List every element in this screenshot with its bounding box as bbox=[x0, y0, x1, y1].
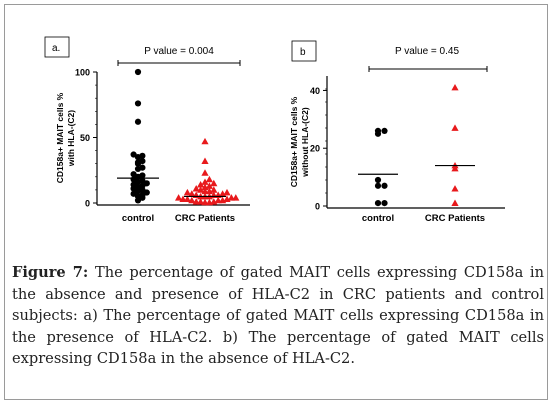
panel-b-label-box bbox=[291, 40, 317, 62]
panel-b-point-control bbox=[381, 200, 388, 207]
panel-b-point-crc bbox=[451, 83, 459, 91]
panel-b-ylabel-line2: without HLA-(C2) bbox=[300, 107, 310, 178]
panel-a-point-control bbox=[134, 68, 142, 76]
panel-a-ytick-label: 0 bbox=[85, 199, 90, 209]
panel-a-point-control bbox=[134, 100, 142, 107]
panel-b-point-crc bbox=[451, 124, 459, 131]
panel-a-point-crc bbox=[201, 178, 209, 185]
panel-a-point-crc bbox=[183, 188, 191, 196]
panel-a-label: a. bbox=[52, 43, 60, 54]
panel-a-point-control bbox=[139, 157, 146, 165]
panel-b-point-control bbox=[374, 127, 382, 134]
panel-b-ytick-label: 40 bbox=[310, 86, 320, 96]
panel-a-point-crc bbox=[197, 181, 205, 188]
panel-a-ylabel-line2: with HLA-(C2) bbox=[66, 110, 76, 167]
panel-b-point-control bbox=[374, 200, 382, 207]
panel-a-point-control bbox=[139, 152, 146, 159]
panel-b-ytick-label: 20 bbox=[310, 144, 320, 154]
panel-b-point-control bbox=[374, 182, 382, 189]
panel-a-point-control bbox=[139, 177, 146, 184]
panel-a-point-crc bbox=[205, 182, 213, 189]
panel-a-point-crc bbox=[232, 194, 240, 201]
panel-a-point-crc bbox=[205, 175, 213, 183]
panel-a-point-control bbox=[139, 164, 146, 171]
panel-b-point-crc bbox=[451, 185, 459, 192]
panel-a-point-crc bbox=[192, 184, 200, 192]
panel-a-point-crc bbox=[201, 169, 209, 176]
figure-caption-text: The percentage of gated MAIT cells expre… bbox=[12, 264, 544, 367]
panel-b-pvalue: P value = 0.45 bbox=[395, 46, 459, 57]
panel-b-ylabel-line1: CD158a+ MAIT cells % bbox=[289, 96, 299, 187]
panel-b: b CD158a+ MAIT cells % without HLA-(C2) … bbox=[289, 40, 505, 224]
panel-a-category-label: control bbox=[122, 213, 154, 224]
panel-a-point-crc bbox=[201, 157, 209, 164]
panel-a-point-crc bbox=[210, 179, 218, 187]
panel-b-label: b bbox=[300, 47, 306, 58]
panel-a-point-crc bbox=[223, 188, 231, 196]
panel-b-point-control bbox=[374, 176, 382, 184]
panel-a-points bbox=[117, 68, 240, 206]
figure-frame bbox=[4, 4, 548, 400]
panel-a-point-control bbox=[130, 171, 137, 178]
panel-b-point-crc bbox=[451, 199, 459, 206]
panel-a-point-crc bbox=[175, 194, 183, 201]
panel-b-category-label: CRC Patients bbox=[425, 213, 485, 224]
panel-a-point-crc bbox=[210, 186, 218, 193]
panel-a-label-box bbox=[44, 36, 70, 58]
panel-b-category-label: control bbox=[362, 213, 394, 224]
figure-label: Figure 7: bbox=[12, 264, 89, 281]
panel-b-point-control bbox=[381, 127, 388, 134]
panel-b-ytick-label: 0 bbox=[315, 202, 320, 212]
panel-a-point-control bbox=[130, 151, 137, 158]
figure-caption: Figure 7: The percentage of gated MAIT c… bbox=[12, 262, 544, 370]
panel-a-pvalue: P value = 0.004 bbox=[144, 46, 214, 57]
panel-a-point-crc bbox=[201, 137, 209, 145]
panel-a: a. CD158a+ MAIT cells % with HLA-(C2) 0 5… bbox=[44, 36, 250, 224]
figure-charts: a. CD158a+ MAIT cells % with HLA-(C2) 0 5… bbox=[44, 36, 505, 224]
panel-a-ytick-label: 50 bbox=[80, 133, 90, 143]
panel-b-points bbox=[358, 83, 475, 207]
panel-a-point-control bbox=[139, 172, 146, 179]
panel-a-axes: 0 50 100 control CRC Patients bbox=[75, 68, 250, 224]
panel-b-point-control bbox=[381, 182, 388, 189]
panel-b-axes: 0 20 40 control CRC Patients bbox=[310, 76, 505, 224]
panel-a-ytick-label: 100 bbox=[75, 68, 90, 78]
panel-a-point-control bbox=[134, 118, 142, 125]
panel-a-category-label: CRC Patients bbox=[175, 213, 235, 224]
panel-a-ylabel-line1: CD158a+ MAIT cells % bbox=[55, 92, 65, 183]
